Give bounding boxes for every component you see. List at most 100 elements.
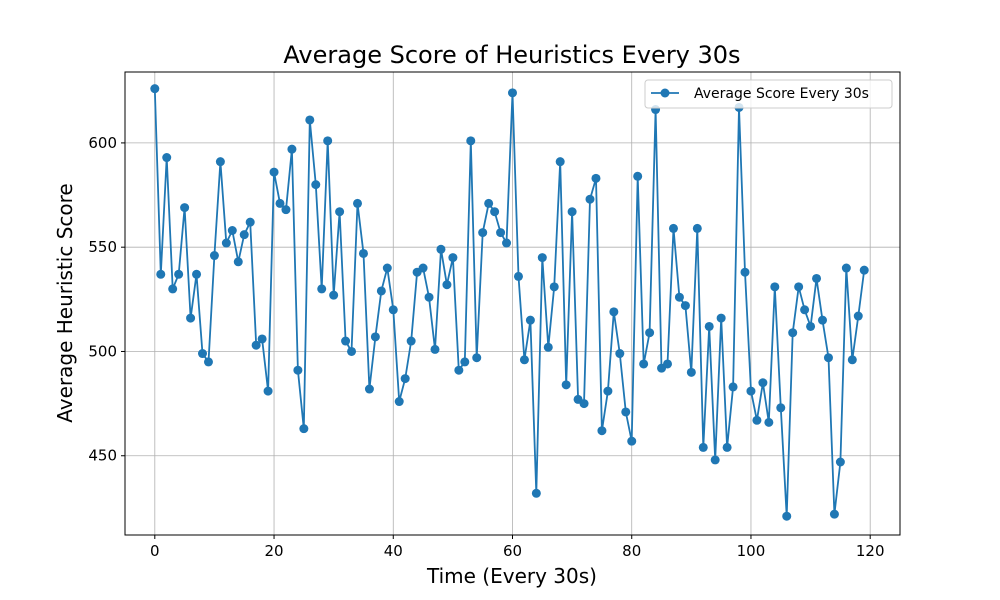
data-point <box>674 292 684 302</box>
data-point <box>168 284 178 294</box>
data-point <box>299 424 309 434</box>
data-point <box>317 284 327 294</box>
data-point <box>496 228 506 238</box>
data-point <box>704 321 714 331</box>
y-tick-label: 550 <box>88 238 117 256</box>
data-point <box>770 282 780 292</box>
x-tick-label: 80 <box>622 542 641 560</box>
chart-title: Average Score of Heuristics Every 30s <box>283 41 740 69</box>
data-point <box>746 386 756 396</box>
data-point <box>209 251 219 261</box>
data-point <box>853 311 863 321</box>
data-point <box>680 301 690 311</box>
data-point <box>472 353 482 363</box>
data-point <box>358 248 368 258</box>
data-point <box>215 157 225 167</box>
data-point <box>376 286 386 296</box>
data-point <box>466 136 476 146</box>
x-tick-label: 60 <box>503 542 522 560</box>
data-point <box>162 153 172 163</box>
data-point <box>353 198 362 208</box>
x-tick-label: 40 <box>384 542 403 560</box>
data-point <box>275 198 285 208</box>
data-point <box>531 488 541 498</box>
data-point <box>239 230 249 240</box>
data-point <box>812 273 822 283</box>
data-point <box>186 313 196 323</box>
data-point <box>293 365 303 375</box>
data-point <box>519 355 529 365</box>
data-point <box>323 136 333 146</box>
data-point <box>388 305 398 315</box>
data-point <box>203 357 213 367</box>
data-point <box>400 374 410 384</box>
x-tick-label: 20 <box>264 542 283 560</box>
data-point <box>454 365 464 375</box>
data-point <box>645 328 655 338</box>
data-point <box>335 207 345 217</box>
data-point <box>382 263 392 273</box>
data-point <box>782 511 792 521</box>
grid-lines <box>125 72 900 535</box>
data-point <box>525 315 535 325</box>
data-point <box>198 349 207 359</box>
data-point <box>460 357 470 367</box>
data-point <box>668 223 678 233</box>
data-point <box>752 415 762 425</box>
data-point <box>603 386 613 396</box>
data-point <box>818 315 827 325</box>
data-point <box>347 346 357 356</box>
data-point <box>156 269 166 279</box>
data-point <box>549 282 559 292</box>
data-point <box>502 238 512 248</box>
data-point <box>418 263 428 273</box>
data-point <box>710 455 720 465</box>
data-point <box>245 217 255 227</box>
x-tick-label: 100 <box>737 542 766 560</box>
data-point <box>221 238 231 248</box>
y-tick-label: 600 <box>88 134 117 152</box>
data-point <box>859 265 869 275</box>
data-point <box>543 342 553 352</box>
data-point <box>311 180 321 190</box>
data-point <box>150 84 160 94</box>
data-point <box>776 403 786 413</box>
legend-label: Average Score Every 30s <box>694 86 869 102</box>
data-point <box>269 167 279 177</box>
data-point <box>794 282 804 292</box>
series-line <box>153 88 866 518</box>
data-point <box>442 280 452 290</box>
data-point <box>716 313 726 323</box>
data-point <box>227 226 237 236</box>
data-point <box>436 244 446 254</box>
data-point <box>406 336 416 346</box>
data-point <box>567 207 577 217</box>
data-point <box>478 228 488 238</box>
data-point <box>180 203 190 213</box>
data-point <box>555 157 565 167</box>
data-point <box>233 257 243 267</box>
x-tick-label: 0 <box>150 542 160 560</box>
data-point <box>430 344 440 354</box>
data-point <box>257 334 267 344</box>
data-point <box>621 407 631 417</box>
data-point <box>627 436 637 446</box>
data-point <box>639 359 649 369</box>
data-point <box>484 198 494 208</box>
data-point <box>692 223 702 233</box>
data-point <box>633 171 643 181</box>
data-point <box>370 332 380 342</box>
data-point <box>728 382 738 392</box>
data-point <box>341 336 351 346</box>
data-point <box>448 253 458 263</box>
data-point <box>788 328 798 338</box>
data-point <box>847 355 857 365</box>
data-point <box>287 144 297 154</box>
data-point <box>394 397 404 407</box>
y-tick-label: 500 <box>88 342 117 360</box>
y-tick-label: 450 <box>88 447 117 465</box>
data-point <box>806 321 816 331</box>
axis-ticks: 0 20 40 60 80 100 120 450 500 550 600 <box>88 134 884 560</box>
x-tick-label: 120 <box>856 542 885 560</box>
data-point <box>615 349 625 359</box>
